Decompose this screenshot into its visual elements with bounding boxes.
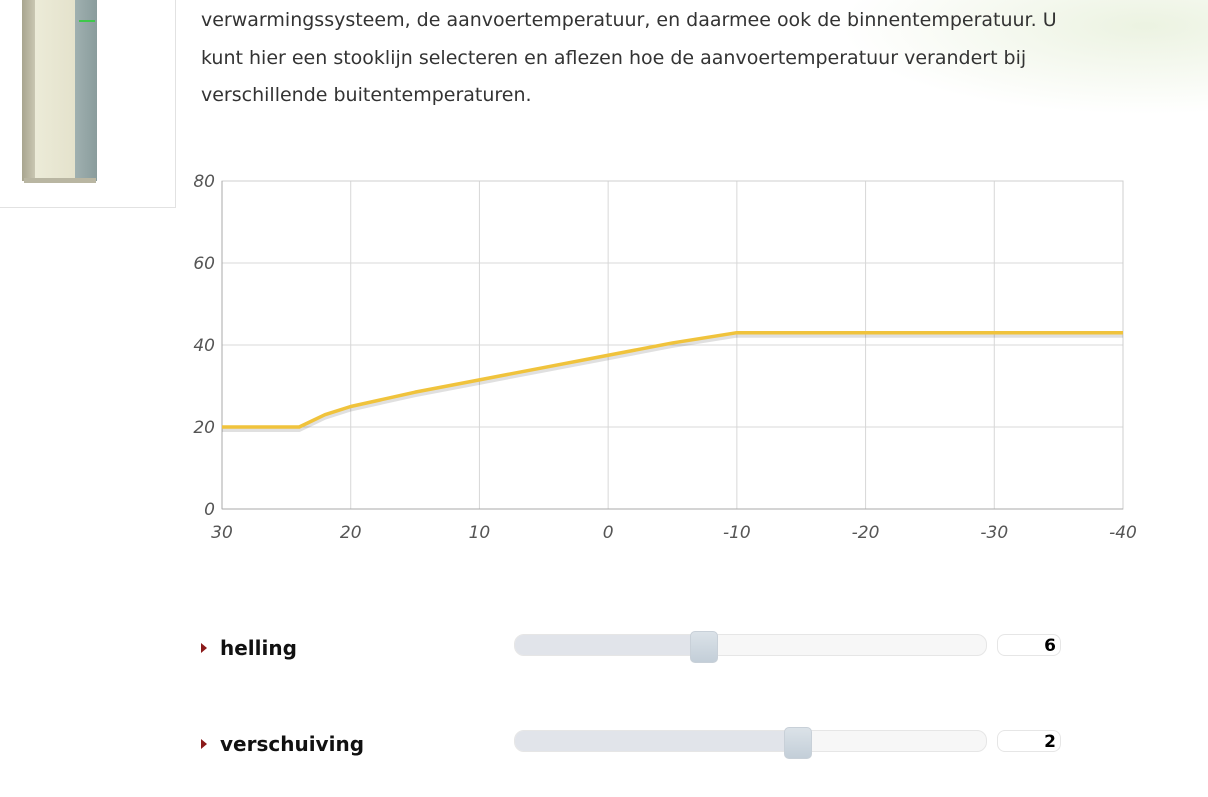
heating-curve-chart: 30 20 10 0 -10 -20 -30 -40 0 20 40 60 80 bbox=[193, 172, 1137, 543]
verschuiving-value-input[interactable]: 2 bbox=[997, 730, 1061, 752]
x-tick-label: -40 bbox=[1109, 523, 1137, 543]
helling-label: helling bbox=[220, 636, 297, 660]
x-tick-label: 10 bbox=[469, 523, 491, 543]
x-tick-label: 30 bbox=[211, 523, 233, 543]
product-image-box bbox=[0, 0, 176, 208]
arrow-right-icon bbox=[201, 643, 207, 653]
x-tick-label: 0 bbox=[603, 523, 614, 543]
x-tick-label: -10 bbox=[723, 523, 751, 543]
intro-line: kunt hier een stooklijn selecteren en af… bbox=[201, 46, 1027, 69]
arrow-right-icon bbox=[201, 739, 207, 749]
x-tick-label: -20 bbox=[852, 523, 880, 543]
intro-line: verwarmingssysteem, de aanvoertemperatuu… bbox=[201, 9, 1057, 31]
helling-value-input[interactable]: 6 bbox=[997, 634, 1061, 656]
y-tick-label: 40 bbox=[193, 336, 215, 356]
slider-fill bbox=[515, 731, 798, 751]
x-tick-label: 20 bbox=[340, 523, 362, 543]
background-decoration bbox=[788, 0, 1208, 130]
series-line bbox=[222, 330, 1123, 429]
slider-fill bbox=[515, 635, 704, 655]
heat-pump-image bbox=[22, 0, 97, 183]
intro-line: verschillende buitentemperaturen. bbox=[201, 84, 532, 106]
series-line-shadow bbox=[222, 333, 1123, 432]
y-tick-label: 0 bbox=[204, 500, 215, 520]
verschuiving-slider-handle[interactable] bbox=[784, 727, 813, 759]
helling-slider[interactable] bbox=[514, 634, 987, 656]
intro-text: verwarmingssysteem, de aanvoertemperatuu… bbox=[201, 2, 1161, 115]
y-tick-label: 20 bbox=[193, 418, 215, 438]
x-tick-label: -30 bbox=[980, 523, 1008, 543]
verschuiving-label: verschuiving bbox=[220, 732, 365, 756]
y-tick-label: 80 bbox=[193, 172, 215, 192]
y-tick-label: 60 bbox=[193, 254, 215, 274]
verschuiving-slider[interactable] bbox=[514, 730, 987, 752]
helling-slider-handle[interactable] bbox=[689, 631, 718, 663]
